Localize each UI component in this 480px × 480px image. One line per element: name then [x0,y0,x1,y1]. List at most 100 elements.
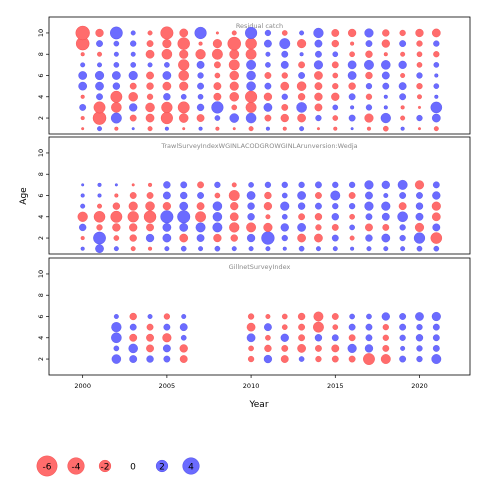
residual-bubble [365,234,373,242]
residual-bubble [297,202,306,210]
legend-label: -4 [72,463,81,473]
residual-bubble [331,334,339,342]
residual-bubble [214,192,221,199]
residual-bubble [350,105,355,110]
y-tick-label: 6 [37,193,45,197]
residual-bubble [181,314,187,319]
residual-bubble [397,211,408,223]
legend-label: -2 [101,463,110,473]
residual-bubble [332,72,339,79]
residual-bubble [113,345,120,352]
residual-bubble [229,81,239,91]
residual-bubble [214,115,221,121]
residual-bubble [264,181,272,188]
residual-bubble [314,213,323,221]
residual-bubble [214,181,221,188]
residual-bubble [129,333,138,342]
residual-bubble [400,51,406,57]
residual-bubble [111,332,122,344]
residual-bubble [365,93,373,100]
residual-bubble [265,214,271,220]
residual-bubble [315,202,322,210]
residual-bubble [348,323,356,331]
residual-bubble [245,90,258,103]
residual-bubble [129,114,137,122]
residual-bubble [414,180,424,190]
residual-bubble [265,314,271,319]
residual-bubble [348,334,356,342]
residual-bubble [246,333,256,343]
residual-bubble [130,40,137,47]
residual-bubble [247,355,255,363]
residual-bubble [299,52,304,57]
residual-bubble [416,114,423,122]
residual-bubble [147,62,153,68]
residual-bubble [95,244,104,253]
residual-bubble [197,181,204,189]
residual-bubble [432,181,440,189]
residual-bubble [350,246,355,251]
residual-bubble [229,92,239,102]
residual-bubble [228,59,240,71]
residual-bubble [97,182,102,187]
residual-bubble [177,210,191,224]
residual-bubble [212,212,223,222]
residual-bubble [350,127,354,131]
residual-bubble [77,211,88,222]
residual-bubble [400,126,405,131]
panel-title: Residual catch [236,22,283,30]
residual-bubble [110,210,123,223]
residual-bubble [383,125,389,132]
residual-bubble [382,82,390,90]
residual-bubble [228,190,240,201]
residual-bubble [331,29,340,37]
residual-bubble [331,234,339,242]
residual-bubble [281,234,288,242]
residual-bubble [265,246,271,252]
residual-bubble [162,233,172,243]
residual-bubble [79,104,87,111]
residual-bubble [281,50,289,58]
y-tick-label: 10 [37,149,45,157]
residual-bubble [365,223,373,232]
residual-bubble [313,311,324,322]
residual-bubble [92,111,107,125]
residual-bubble [128,201,138,211]
residual-bubble [179,355,188,363]
residual-bubble [180,191,188,200]
y-tick-label: 10 [37,29,45,37]
residual-bubble [179,28,189,38]
legend-item: 2 [155,459,169,473]
residual-bubble [313,321,324,333]
residual-bubble [113,314,119,319]
residual-bubble [433,40,440,47]
panel-frame [48,136,471,255]
residual-bubble [382,224,390,231]
residual-bubble [383,94,388,99]
residual-bubble [298,72,305,79]
residual-bubble [248,345,254,352]
residual-bubble [198,41,203,46]
legend-bubble [36,455,58,477]
residual-bubble [418,127,421,131]
residual-bubble [179,113,189,123]
residual-bubble [195,211,206,223]
residual-bubble [248,246,254,252]
x-tick-label: 2020 [411,382,428,390]
residual-bubble [382,29,390,37]
residual-bubble [231,182,237,188]
residual-bubble [398,82,407,91]
residual-bubble [430,232,443,244]
residual-bubble [332,203,339,210]
residual-bubble [111,102,122,113]
residual-bubble [265,62,271,68]
y-tick-label: 2 [37,116,45,120]
y-tick-label: 10 [37,270,45,278]
residual-bubble [246,322,256,332]
residual-bubble [177,101,190,114]
residual-bubble [296,81,307,91]
residual-bubble [146,323,154,331]
residual-bubble [416,40,423,47]
residual-bubble [331,355,339,363]
residual-bubble [214,61,221,69]
